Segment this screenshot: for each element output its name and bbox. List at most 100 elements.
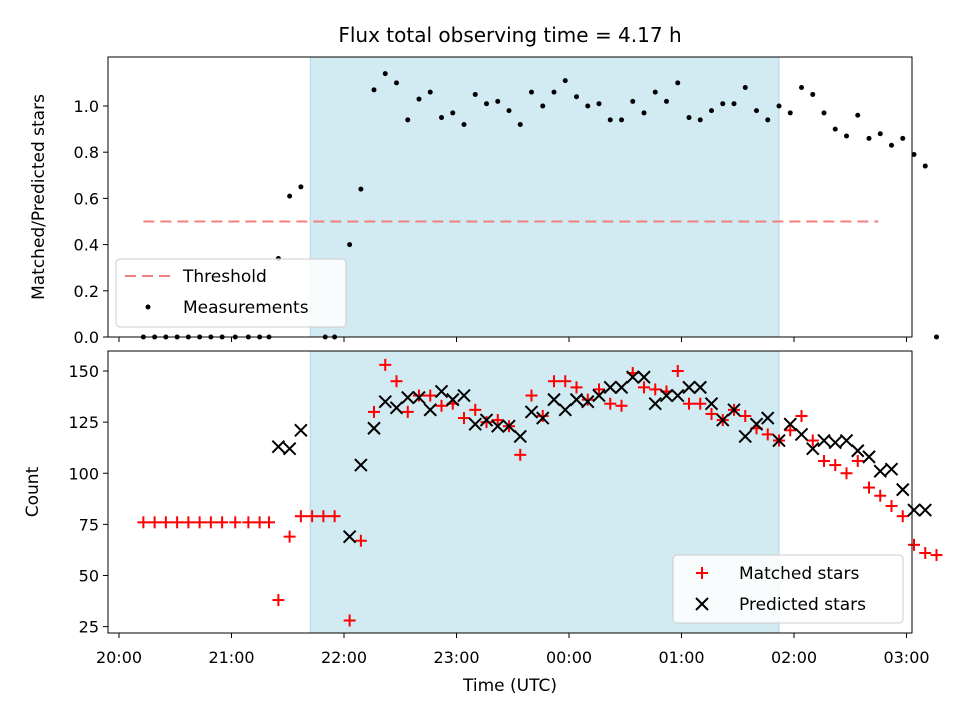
matched-star-point [615, 399, 628, 412]
matched-star-point [317, 510, 330, 523]
predicted-star-point [378, 394, 392, 409]
measurement-point [844, 133, 849, 139]
legend-measurements-label: Measurements [183, 298, 309, 318]
bottom-y-tick-label: 50 [79, 567, 99, 586]
matched-star-point [343, 614, 356, 627]
top-y-tick-label: 0.6 [74, 189, 99, 208]
measurement-point [855, 112, 861, 118]
predicted-star-point [423, 403, 437, 417]
predicted-star-point [389, 401, 404, 415]
predicted-star-point [354, 458, 368, 472]
matched-star-point [435, 399, 448, 412]
legend-predicted-label: Predicted stars [739, 595, 866, 615]
matched-star-point [649, 383, 662, 396]
matched-star-point [885, 499, 898, 512]
predicted-star-point [817, 433, 831, 448]
predicted-star-point [727, 403, 741, 417]
measurement-point [630, 98, 636, 104]
x-axis-label: Time (UTC) [462, 676, 557, 696]
predicted-star-point [282, 442, 297, 456]
x-tick-label: 20:00 [96, 648, 142, 667]
measurement-point [742, 85, 748, 91]
measurement-point [472, 91, 478, 97]
predicted-star-point [806, 442, 820, 456]
matched-star-point [328, 510, 341, 523]
predicted-star-point [896, 482, 910, 497]
predicted-star-point [479, 413, 494, 427]
top-x-ticks [118, 337, 907, 342]
matched-star-point [638, 381, 650, 394]
measurement-point [866, 135, 872, 141]
predicted-star-point [271, 439, 286, 454]
matched-star-point [863, 481, 875, 494]
top-y-tick-label: 0.4 [74, 236, 99, 255]
predicted-star-point [794, 427, 809, 442]
measurement-point [506, 108, 512, 114]
x-tick-label: 00:00 [546, 648, 592, 667]
matched-star-point [671, 365, 684, 377]
predicted-star-point [558, 403, 572, 417]
matched-star-point [171, 516, 184, 529]
predicted-star-point [907, 503, 921, 517]
matched-star-point [379, 358, 392, 371]
matched-star-point [795, 409, 808, 422]
matched-star-point [806, 434, 819, 447]
predicted-star-point [457, 388, 471, 403]
bottom-y-tick-label: 150 [68, 362, 99, 381]
predicted-star-point [367, 421, 381, 435]
measurement-point [439, 115, 444, 121]
matched-star-point [182, 516, 195, 529]
x-tick-label: 01:00 [658, 648, 704, 667]
predicted-stars-points [271, 370, 932, 544]
matched-star-point [818, 454, 830, 467]
top-y-axis-label: Matched/Predicted stars [29, 94, 49, 300]
matched-star-point [458, 412, 470, 425]
predicted-star-point [401, 390, 415, 405]
legend-predicted-swatch [695, 597, 709, 611]
top-y-axis: 0.0 0.2 0.4 0.6 0.8 1.0 [74, 97, 108, 347]
x-tick-label: 23:00 [433, 648, 479, 667]
legend-measurements-swatch [145, 304, 151, 310]
measurement-point [731, 101, 737, 107]
matched-star-point [204, 516, 217, 529]
x-tick-label: 22:00 [321, 648, 367, 667]
bottom-y-tick-label: 75 [79, 515, 99, 534]
predicted-star-point [682, 380, 696, 395]
bottom-x-axis: 20:00 21:00 22:00 23:00 00:00 01:00 02:00 03:00 [96, 633, 930, 667]
predicted-star-point [502, 419, 516, 433]
predicted-star-point [772, 433, 786, 448]
predicted-star-point [671, 388, 685, 403]
matched-star-point [193, 516, 206, 529]
predicted-star-point [648, 397, 662, 411]
measurement-point [697, 117, 703, 123]
measurement-point [574, 94, 579, 100]
predicted-star-point [862, 450, 876, 464]
predicted-star-point [693, 380, 707, 395]
measurement-point [371, 87, 377, 93]
measurement-point [540, 103, 546, 109]
matched-star-point [272, 594, 285, 607]
measurement-point [709, 108, 714, 114]
measurement-point [664, 98, 669, 104]
matched-star-point [536, 409, 549, 422]
measurement-point [911, 152, 917, 158]
matched-star-point [559, 375, 572, 388]
predicted-star-point [749, 417, 764, 431]
matched-star-point [683, 397, 695, 410]
predicted-star-point [569, 392, 584, 407]
measurement-point [776, 103, 782, 109]
top-y-tick-label: 0.0 [74, 328, 99, 347]
measurement-point [799, 85, 804, 91]
predicted-star-point [614, 380, 629, 395]
measurement-point [382, 71, 388, 77]
matched-star-point [694, 397, 707, 410]
measurement-point [686, 115, 692, 121]
matched-star-point [930, 549, 943, 562]
top-legend: Threshold Measurements [115, 258, 347, 328]
matched-star-point [283, 530, 296, 543]
matched-star-point [413, 389, 425, 402]
x-tick-label: 21:00 [208, 648, 254, 667]
measurement-point [922, 163, 928, 169]
predicted-star-point [446, 392, 460, 407]
bottom-legend-box [672, 554, 904, 624]
